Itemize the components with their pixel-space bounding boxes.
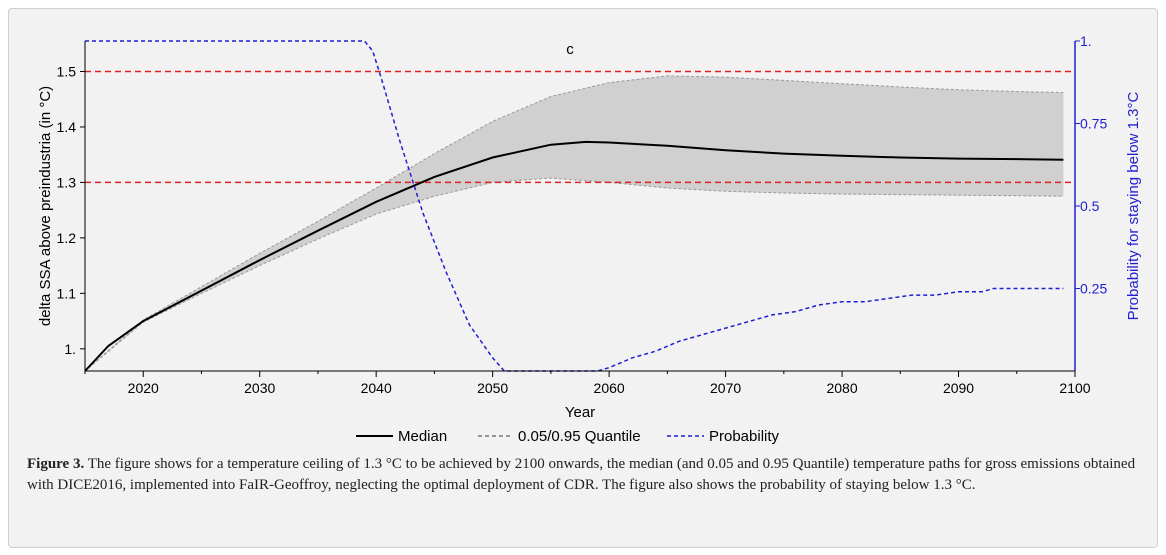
probability-line [85, 40, 1064, 372]
x-tick-label: 2070 [710, 380, 741, 396]
x-tick-label: 2050 [477, 380, 508, 396]
legend-median-label: Median [398, 428, 447, 445]
legend: Median 0.05/0.95 Quantile Probability [356, 428, 780, 445]
caption-text: The figure shows for a temperature ceili… [27, 456, 1136, 493]
quantile-upper-line [84, 75, 1064, 372]
x-tick-label: 2040 [361, 380, 392, 396]
x-tick-label: 2100 [1059, 380, 1090, 396]
chart: 2020 2030 2040 2050 2060 2070 2080 2090 2100 1. 1.… [37, 33, 1142, 445]
y-tick-label: 1.3 [57, 174, 77, 190]
y-tick-label: 1. [64, 341, 76, 357]
y-tick-label: 1.1 [57, 285, 77, 301]
y2-tick-label: 1. [1080, 33, 1092, 49]
y2-tick-label: 0.75 [1080, 116, 1107, 132]
caption-label: Figure 3. [27, 456, 85, 472]
x-axis-label: Year [565, 404, 595, 421]
x-tick-label: 2030 [244, 380, 275, 396]
legend-quantile-label: 0.05/0.95 Quantile [518, 428, 641, 445]
panel-label: c [566, 41, 574, 58]
y-tick-label: 1.2 [57, 230, 77, 246]
median-line [84, 140, 1064, 372]
y2-tick-label: 0.5 [1080, 198, 1100, 214]
figure-caption: Figure 3. The figure shows for a tempera… [27, 454, 1137, 496]
legend-probability-label: Probability [709, 428, 780, 445]
x-tick-label: 2020 [128, 380, 159, 396]
x-tick-label: 2080 [826, 380, 857, 396]
quantile-lower-line [84, 177, 1064, 372]
x-tick-label: 2060 [594, 380, 625, 396]
y-tick-label: 1.5 [57, 64, 77, 80]
y2-axis-label: Probability for staying below 1.3°C [1125, 92, 1142, 321]
y-axis-label: delta SSA above preindustria (in °C) [37, 86, 54, 326]
x-tick-label: 2090 [943, 380, 974, 396]
y2-tick-label: 0.25 [1080, 281, 1107, 297]
y-tick-label: 1.4 [57, 119, 77, 135]
quantile-band [85, 75, 1064, 372]
